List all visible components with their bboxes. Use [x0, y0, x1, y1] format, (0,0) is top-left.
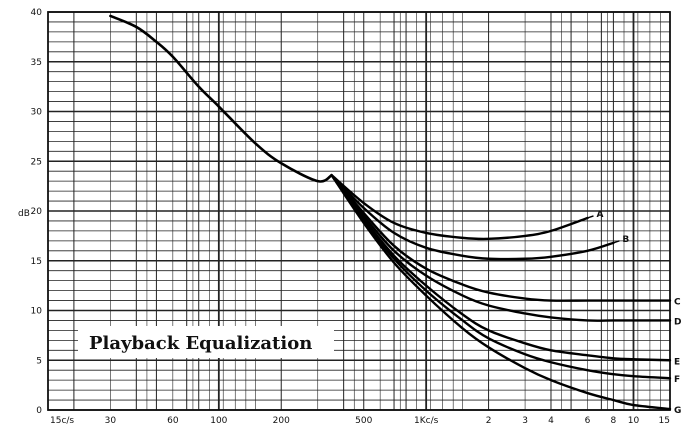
x-tick-label: 15c/s: [50, 416, 74, 425]
curve-label-a: A: [596, 210, 603, 220]
x-tick-label: 1Kc/s: [414, 416, 439, 425]
curve-e: [330, 173, 672, 362]
curve-label-e: E: [674, 357, 680, 367]
curve-tail-b: [613, 240, 620, 244]
x-tick-label: 30: [105, 416, 117, 425]
axis-layer: 0 5 10 15 20 25 30 35 40 15c/s 30 60 100 200 500 1Kc/s 2…: [31, 8, 671, 425]
curve-b: [330, 173, 615, 261]
label-layer: A B CD EF G: [596, 210, 681, 416]
curve-d: [330, 173, 672, 322]
curve-label-f: F: [674, 375, 680, 385]
y-tick-label: 35: [31, 58, 42, 68]
y-tick-label: 30: [31, 108, 43, 118]
y-tick-label: 5: [36, 356, 42, 366]
y-tick-label: 10: [31, 307, 43, 317]
y-tick-label: 25: [31, 157, 42, 167]
chart-title: Playback Equalization: [89, 333, 312, 354]
chart-title-box: Playback Equalization: [78, 326, 334, 358]
curve-a: [330, 173, 589, 241]
curve-c: [330, 173, 672, 302]
curve-g: [330, 173, 672, 411]
x-tick-label: 4: [548, 416, 554, 425]
curve-layer: [109, 14, 672, 411]
y-tick-label: 40: [31, 8, 43, 18]
x-tick-label: 10: [628, 416, 640, 425]
grid-layer: [48, 11, 671, 411]
curve-tail-a: [587, 215, 594, 219]
x-tick-label: 60: [167, 416, 179, 425]
y-tick-label: 15: [31, 257, 42, 267]
x-tick-label: 15: [659, 416, 670, 425]
x-tick-label: 6: [585, 416, 591, 425]
x-tick-label: 100: [210, 416, 227, 425]
y-tick-label: 0: [36, 406, 42, 416]
curve-label-c: C: [674, 298, 681, 308]
x-tick-label: 500: [355, 416, 372, 425]
x-tick-label: 2: [486, 416, 492, 425]
curve-f: [330, 173, 672, 380]
plot-frame: [47, 11, 671, 411]
x-tick-label: 200: [273, 416, 290, 425]
y-axis-label: dB: [18, 209, 30, 219]
curve-label-b: B: [622, 235, 629, 245]
x-tick-label: 3: [522, 416, 528, 425]
curve-common: [109, 14, 333, 183]
curve-label-d: D: [674, 317, 681, 327]
y-tick-label: 20: [31, 207, 43, 217]
x-tick-label: 8: [611, 416, 617, 425]
curve-label-g: G: [674, 406, 681, 416]
